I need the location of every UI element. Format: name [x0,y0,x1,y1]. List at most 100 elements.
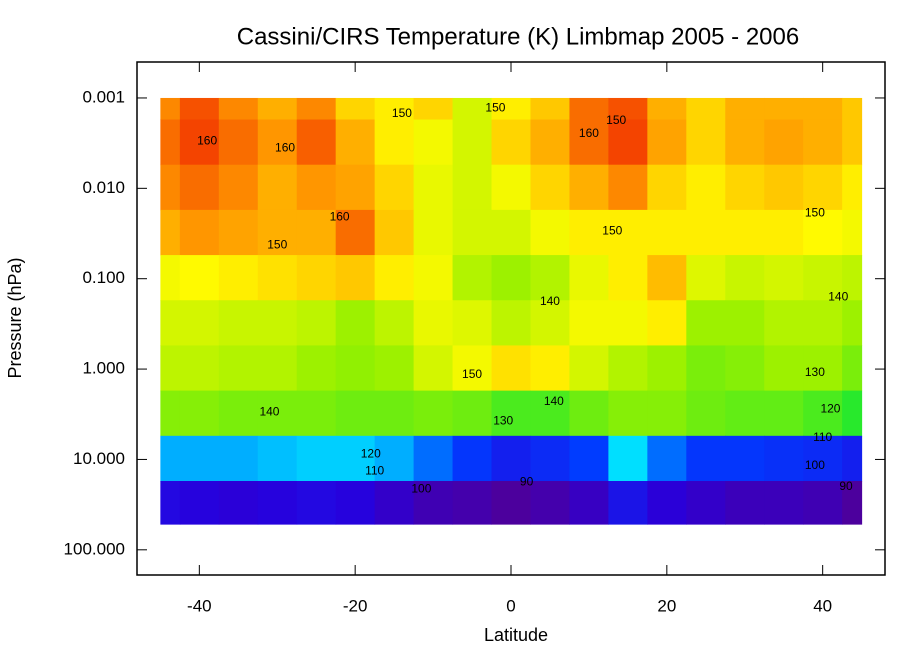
temperature-cell [179,209,220,256]
contour-label: 100 [805,458,825,472]
temperature-cell [452,300,493,346]
temperature-cell [491,255,531,301]
temperature-cell [803,164,843,211]
temperature-cell [160,435,181,482]
temperature-cell [647,390,687,437]
temperature-cell [803,480,843,525]
temperature-cell [160,209,181,256]
temperature-cell [413,97,454,121]
temperature-cell [296,480,337,525]
temperature-cell [179,300,220,346]
temperature-cell [608,209,648,256]
contour-label: 130 [805,365,825,379]
contour-label: 150 [606,113,626,127]
temperature-cell [530,300,570,346]
x-tick-label: -20 [343,596,368,615]
temperature-cell [218,119,259,166]
temperature-cell [491,435,531,482]
temperature-cell [530,390,570,437]
temperature-cell [413,119,454,166]
temperature-cell [569,390,609,437]
temperature-cell [257,119,298,166]
temperature-cell [452,435,493,482]
temperature-cell [803,390,843,437]
temperature-cell [160,300,181,346]
temperature-cell [296,345,337,392]
temperature-cell [160,480,181,525]
temperature-cell [686,164,726,211]
temperature-cell [452,209,493,256]
temperature-cell [725,435,765,482]
temperature-cell [374,300,415,346]
temperature-cell [608,435,648,482]
temperature-cell [530,480,570,525]
temperature-cell [686,255,726,301]
temperature-cell [452,390,493,437]
y-tick-label: 0.010 [82,178,125,197]
temperature-cell [218,209,259,256]
temperature-cell [764,97,804,121]
field [160,97,863,525]
temperature-cell [413,480,454,525]
x-tick-label: 20 [657,596,676,615]
temperature-cell [530,164,570,211]
temperature-cell [257,97,298,121]
x-axis-label: Latitude [484,625,548,645]
temperature-cell [725,209,765,256]
temperature-cell [179,255,220,301]
contour-label: 140 [540,294,560,308]
x-tick-label: 40 [813,596,832,615]
y-axis-label: Pressure (hPa) [5,257,25,378]
temperature-cell [218,345,259,392]
temperature-cell [764,300,804,346]
temperature-cell [179,390,220,437]
temperature-cell [530,97,570,121]
temperature-cell [530,435,570,482]
temperature-cell [725,345,765,392]
temperature-cell [179,435,220,482]
temperature-cell [686,480,726,525]
temperature-cell [160,164,181,211]
contour-label: 150 [485,100,505,114]
temperature-cell [764,164,804,211]
temperature-cell [569,435,609,482]
temperature-cell [335,390,376,437]
temperature-cell [413,435,454,482]
temperature-cell [179,164,220,211]
temperature-cell [842,255,863,301]
temperature-cell [491,390,531,437]
temperature-cell [647,164,687,211]
temperature-cell [218,390,259,437]
temperature-cell [647,119,687,166]
temperature-cell [335,209,376,256]
y-tick-label: 1.000 [82,359,125,378]
temperature-cell [569,164,609,211]
temperature-cell [725,390,765,437]
temperature-cell [296,97,337,121]
temperature-cell [296,164,337,211]
temperature-cell [335,119,376,166]
contour-label: 90 [839,479,853,493]
temperature-cell [296,435,337,482]
chart-title: Cassini/CIRS Temperature (K) Limbmap 200… [237,23,799,50]
temperature-cell [608,164,648,211]
temperature-cell [218,164,259,211]
temperature-cell [413,300,454,346]
temperature-cell [160,97,181,121]
temperature-cell [257,435,298,482]
temperature-cell [764,345,804,392]
temperature-cell [335,480,376,525]
temperature-cell [335,345,376,392]
temperature-cell [491,209,531,256]
temperature-cell [335,300,376,346]
temperature-cell [764,390,804,437]
contour-label: 160 [330,210,350,224]
contour-label: 100 [411,482,431,496]
temperature-cell [452,119,493,166]
temperature-cell [257,480,298,525]
temperature-cell [725,300,765,346]
temperature-cell [296,255,337,301]
temperature-cell [842,300,863,346]
temperature-cell [218,255,259,301]
